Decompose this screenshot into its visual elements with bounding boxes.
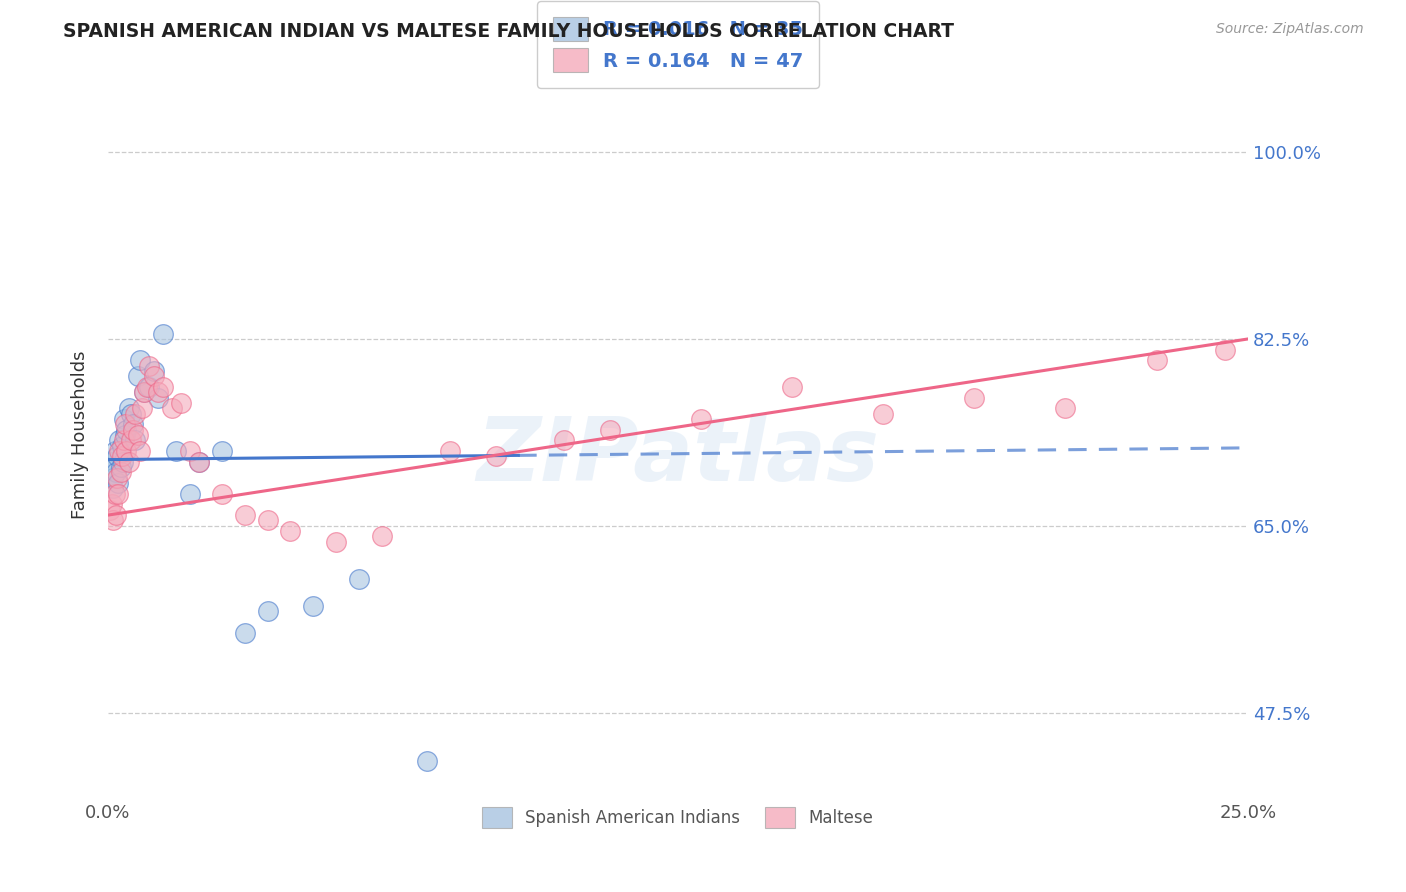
Point [963,391,986,405]
Point [107,476,129,491]
Text: SPANISH AMERICAN INDIAN VS MALTESE FAMILY HOUSEHOLDS CORRELATION CHART: SPANISH AMERICAN INDIAN VS MALTESE FAMIL… [63,22,955,41]
Point [134,385,156,400]
Point [100,498,122,512]
Point [170,396,193,410]
Point [117,401,139,416]
Point [104,487,127,501]
Point [1213,343,1236,357]
Point [110,460,132,475]
Point [142,369,165,384]
Point [120,434,142,448]
Point [112,434,135,448]
Point [347,572,370,586]
Point [256,604,278,618]
Point [101,471,124,485]
Legend: Spanish American Indians, Maltese: Spanish American Indians, Maltese [475,801,880,834]
Text: ZIPatlas: ZIPatlas [477,413,879,500]
Point [138,380,160,394]
Point [127,369,149,384]
Point [146,391,169,405]
Point [105,466,128,480]
Point [114,428,136,442]
Y-axis label: Family Households: Family Households [72,351,89,519]
Point [115,423,138,437]
Point [152,380,174,394]
Point [105,508,128,522]
Point [1054,401,1077,416]
Point [1146,353,1168,368]
Point [117,455,139,469]
Point [105,450,128,464]
Point [105,471,128,485]
Point [211,444,233,458]
Point [165,444,187,458]
Point [108,434,131,448]
Point [138,359,160,373]
Point [115,444,138,458]
Point [129,444,152,458]
Point [233,508,256,522]
Point [142,364,165,378]
Point [134,385,156,400]
Point [122,417,145,432]
Point [127,428,149,442]
Point [124,407,146,421]
Point [135,380,157,394]
Point [98,502,121,516]
Point [146,385,169,400]
Point [211,487,233,501]
Point [188,455,211,469]
Point [114,417,136,432]
Point [111,439,134,453]
Point [439,444,461,458]
Point [233,625,256,640]
Point [104,444,127,458]
Point [124,434,146,448]
Point [107,487,129,501]
Point [325,534,347,549]
Point [179,487,201,501]
Point [370,529,392,543]
Point [108,444,131,458]
Point [129,353,152,368]
Point [110,466,132,480]
Point [872,407,894,421]
Point [120,407,142,421]
Point [553,434,575,448]
Point [179,444,201,458]
Point [111,450,134,464]
Point [689,412,711,426]
Point [122,423,145,437]
Point [98,460,121,475]
Point [103,482,125,496]
Point [280,524,302,538]
Point [112,412,135,426]
Point [599,423,621,437]
Text: Source: ZipAtlas.com: Source: ZipAtlas.com [1216,22,1364,37]
Point [484,450,506,464]
Point [100,455,122,469]
Point [188,455,211,469]
Point [302,599,325,613]
Point [160,401,183,416]
Point [256,513,278,527]
Point [416,754,439,768]
Point [131,401,153,416]
Point [780,380,803,394]
Point [111,455,134,469]
Point [152,326,174,341]
Point [103,513,125,527]
